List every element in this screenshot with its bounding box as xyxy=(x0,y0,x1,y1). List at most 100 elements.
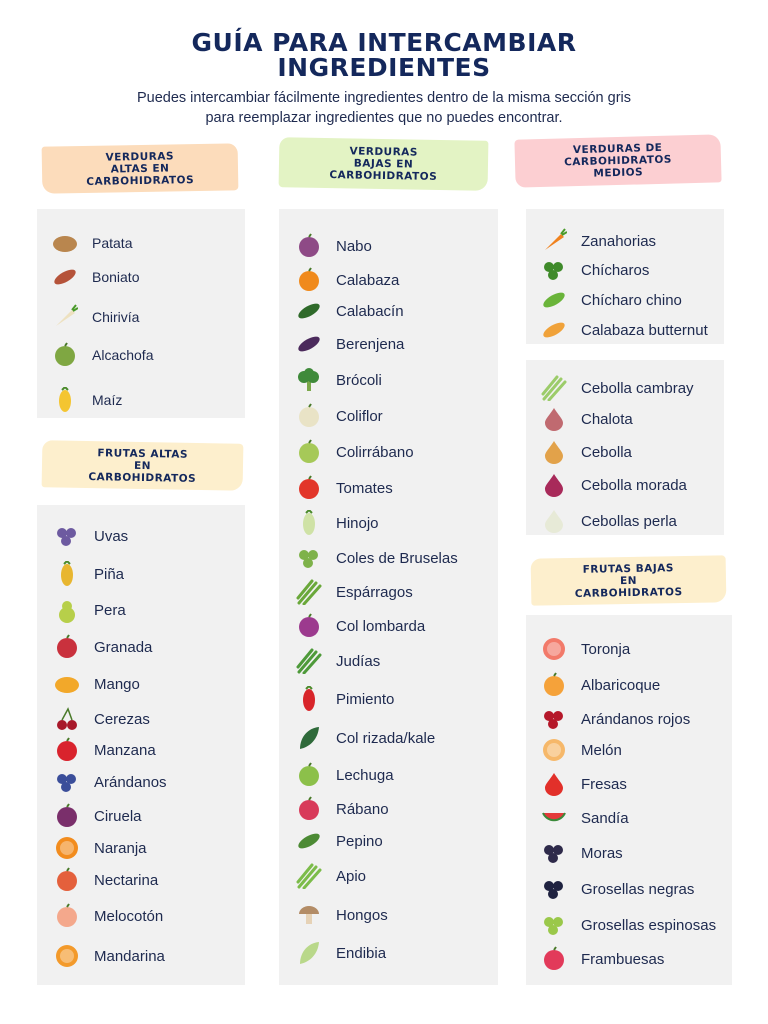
pearl-onion-icon xyxy=(541,508,567,534)
list-item-frutas-altas: Piña xyxy=(54,561,124,587)
apple-icon xyxy=(54,737,80,763)
radish-icon xyxy=(296,796,322,822)
pear-icon xyxy=(54,597,80,623)
blackberries-icon xyxy=(541,840,567,866)
list-item-frutas-bajas: Sandía xyxy=(541,805,629,831)
item-label: Albaricoque xyxy=(581,676,661,694)
turnip-icon xyxy=(296,233,322,259)
list-item-verduras-bajas: Hongos xyxy=(296,902,388,928)
pepper-icon xyxy=(296,686,322,712)
onion-icon xyxy=(541,439,567,465)
item-label: Maíz xyxy=(92,392,123,408)
orange-icon xyxy=(54,835,80,861)
fennel-icon xyxy=(296,510,322,536)
item-label: Cerezas xyxy=(94,710,150,728)
plum-icon xyxy=(54,803,80,829)
list-item-verduras-bajas: Tomates xyxy=(296,475,393,501)
parsnip-icon xyxy=(52,304,78,330)
item-label: Pepino xyxy=(336,832,383,850)
pumpkin-icon xyxy=(296,267,322,293)
list-item-frutas-altas: Mango xyxy=(54,671,140,697)
item-label: Mandarina xyxy=(94,947,165,965)
watermelon-icon xyxy=(541,805,567,831)
gooseberries-icon xyxy=(541,912,567,938)
item-label: Colirrábano xyxy=(336,443,414,461)
item-label: Pimiento xyxy=(336,690,395,708)
item-label: Hongos xyxy=(336,906,388,924)
list-item-frutas-altas: Cerezas xyxy=(54,706,150,732)
item-label: Chícharo chino xyxy=(581,291,682,309)
kohlrabi-icon xyxy=(296,439,322,465)
item-label: Col rizada/kale xyxy=(336,729,436,747)
item-label: Frambuesas xyxy=(581,950,665,968)
blackcurrants-icon xyxy=(541,876,567,902)
list-item-verduras-bajas: Rábano xyxy=(296,796,389,822)
page-title: GUÍA PARA INTERCAMBIAR INGREDIENTES xyxy=(0,30,768,80)
list-item-frutas-altas: Ciruela xyxy=(54,803,142,829)
list-item-verduras-bajas: Coles de Bruselas xyxy=(296,545,458,571)
tomato-icon xyxy=(296,475,322,501)
list-item-verduras-bajas: Endibia xyxy=(296,940,386,966)
item-label: Hinojo xyxy=(336,514,379,532)
list-item-verduras-bajas: Brócoli xyxy=(296,367,382,393)
item-label: Arándanos rojos xyxy=(581,710,691,728)
red-onion-icon xyxy=(541,472,567,498)
item-label: Alcachofa xyxy=(92,347,154,363)
list-item-frutas-altas: Pera xyxy=(54,597,126,623)
shallot-icon xyxy=(541,406,567,432)
list-item-verduras-bajas: Pepino xyxy=(296,828,383,854)
subtitle-line-1: Puedes intercambiar fácilmente ingredien… xyxy=(136,90,632,106)
item-label: Endibia xyxy=(336,944,387,962)
list-item-frutas-bajas: Grosellas espinosas xyxy=(541,912,716,938)
tag-frutas-altas: FRUTAS ALTAS EN CARBOHIDRATOS xyxy=(41,440,244,491)
item-label: Moras xyxy=(581,844,623,862)
item-label: Arándanos xyxy=(94,773,167,791)
list-item-frutas-altas: Manzana xyxy=(54,737,156,763)
list-item-frutas-bajas: Melón xyxy=(541,737,622,763)
tag-verduras-altas: VERDURAS ALTAS EN CARBOHIDRATOS xyxy=(41,143,239,194)
list-item-verduras-altas: Alcachofa xyxy=(52,342,153,368)
item-label: Tomates xyxy=(336,479,393,497)
item-label: Zanahorias xyxy=(581,232,657,250)
list-item-cebollas: Cebollas perla xyxy=(541,508,677,534)
list-item-verduras-bajas: Col lombarda xyxy=(296,613,425,639)
lettuce-icon xyxy=(296,762,322,788)
item-label: Chirivía xyxy=(92,309,140,325)
list-item-verduras-bajas: Col rizada/kale xyxy=(296,725,435,751)
list-item-verduras-bajas: Lechuga xyxy=(296,762,394,788)
item-label: Nabo xyxy=(336,237,372,255)
list-item-verduras-bajas: Calabacín xyxy=(296,298,404,324)
cranberries-icon xyxy=(541,706,567,732)
item-label: Pera xyxy=(94,601,126,619)
list-item-frutas-altas: Melocotón xyxy=(54,903,163,929)
list-item-frutas-bajas: Fresas xyxy=(541,771,627,797)
eggplant-icon xyxy=(296,331,322,357)
snow-pea-icon xyxy=(541,287,567,313)
item-label: Judías xyxy=(336,652,381,670)
list-item-frutas-altas: Naranja xyxy=(54,835,147,861)
item-label: Col lombarda xyxy=(336,617,426,635)
pomegranate-icon xyxy=(54,634,80,660)
nectarine-icon xyxy=(54,867,80,893)
asparagus-icon xyxy=(296,579,322,605)
list-item-frutas-bajas: Arándanos rojos xyxy=(541,706,690,732)
list-item-frutas-altas: Mandarina xyxy=(54,943,165,969)
tag-frutas-bajas: FRUTAS BAJAS EN CARBOHIDRATOS xyxy=(530,555,727,606)
tag-verduras-medios: VERDURAS DE CARBOHIDRATOS MEDIOS xyxy=(514,134,722,188)
mandarin-icon xyxy=(54,943,80,969)
page-subtitle: Puedes intercambiar fácilmente ingredien… xyxy=(84,88,684,128)
item-label: Cebollas perla xyxy=(581,512,677,530)
item-label: Naranja xyxy=(94,839,147,857)
list-item-verduras-bajas: Calabaza xyxy=(296,267,399,293)
cucumber-icon xyxy=(296,828,322,854)
item-label: Grosellas negras xyxy=(581,880,695,898)
item-label: Mango xyxy=(94,675,140,693)
broccoli-icon xyxy=(296,367,322,393)
item-label: Coliflor xyxy=(336,407,383,425)
list-item-frutas-altas: Uvas xyxy=(54,523,128,549)
list-item-frutas-bajas: Grosellas negras xyxy=(541,876,694,902)
list-item-cebollas: Cebolla cambray xyxy=(541,375,694,401)
raspberries-icon xyxy=(541,946,567,972)
list-item-verduras-bajas: Colirrábano xyxy=(296,439,414,465)
item-label: Brócoli xyxy=(336,371,382,389)
